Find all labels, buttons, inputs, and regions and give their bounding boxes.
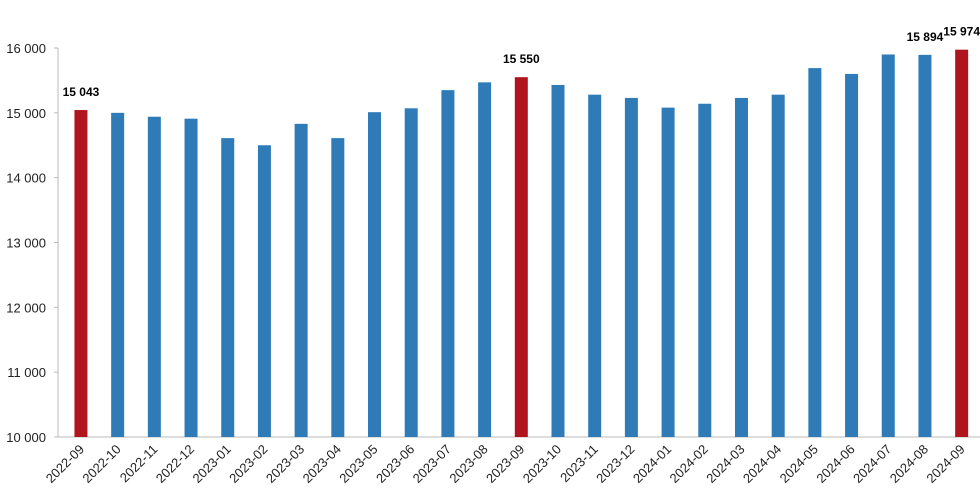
x-tick-label: 2024-08 <box>887 442 931 486</box>
x-tick-label: 2022-09 <box>43 442 87 486</box>
y-tick-label: 15 000 <box>6 106 46 121</box>
y-tick-label: 16 000 <box>6 41 46 56</box>
x-tick-label: 2022-10 <box>79 442 123 486</box>
x-tick-label: 2024-04 <box>740 442 784 486</box>
x-tick-label: 2024-06 <box>813 442 857 486</box>
bar <box>441 90 455 438</box>
bar <box>74 110 88 437</box>
y-tick-label: 14 000 <box>6 171 46 186</box>
x-tick-label: 2023-03 <box>263 442 307 486</box>
bar <box>918 54 932 437</box>
bar <box>624 97 638 438</box>
bar <box>147 116 161 438</box>
value-label: 15 043 <box>63 85 100 99</box>
bar <box>955 49 969 437</box>
x-tick-label: 2024-03 <box>703 442 747 486</box>
bar <box>881 54 895 437</box>
y-tick-label: 10 000 <box>6 430 46 445</box>
x-tick-label: 2024-09 <box>923 442 967 486</box>
bar <box>698 103 712 438</box>
x-tick-label: 2023-06 <box>373 442 417 486</box>
x-tick-label: 2023-02 <box>226 442 270 486</box>
bar <box>294 123 308 437</box>
bar <box>111 112 125 437</box>
x-tick-label: 2023-04 <box>300 442 344 486</box>
x-tick-label: 2024-02 <box>667 442 711 486</box>
bar <box>368 112 382 437</box>
x-tick-label: 2023-01 <box>190 442 234 486</box>
value-label: 15 974 <box>943 25 980 39</box>
y-tick-label: 13 000 <box>6 236 46 251</box>
bar <box>221 138 235 437</box>
bar <box>257 145 271 437</box>
bar <box>771 94 785 438</box>
bar <box>331 138 345 437</box>
bar <box>734 97 748 438</box>
bar <box>404 108 418 438</box>
x-tick-label: 2022-11 <box>117 442 161 486</box>
x-tick-label: 2023-09 <box>483 442 527 486</box>
x-tick-label: 2023-08 <box>446 442 490 486</box>
x-tick-label: 2023-07 <box>410 442 454 486</box>
bar <box>845 73 859 437</box>
x-tick-label: 2023-12 <box>593 442 637 486</box>
value-label: 15 894 <box>907 30 944 44</box>
bar <box>551 84 565 437</box>
bar <box>588 94 602 438</box>
bar <box>661 107 675 437</box>
x-tick-label: 2024-05 <box>777 442 821 486</box>
bar <box>478 82 492 437</box>
bar <box>184 118 198 437</box>
x-tick-label: 2024-01 <box>630 442 674 486</box>
x-tick-label: 2023-11 <box>557 442 601 486</box>
y-tick-label: 11 000 <box>7 365 46 380</box>
bar <box>808 68 822 438</box>
bar <box>514 77 528 438</box>
x-tick-label: 2024-07 <box>850 442 894 486</box>
value-label: 15 550 <box>503 52 540 66</box>
x-tick-label: 2023-10 <box>520 442 564 486</box>
x-tick-label: 2022-12 <box>153 442 197 486</box>
y-tick-label: 12 000 <box>6 300 46 315</box>
x-tick-label: 2023-05 <box>336 442 380 486</box>
